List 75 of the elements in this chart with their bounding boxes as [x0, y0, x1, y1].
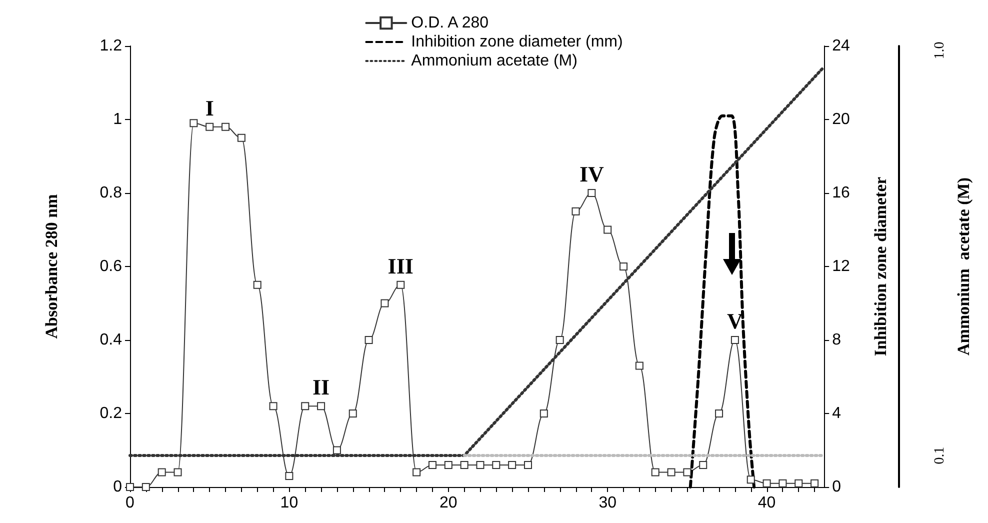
point — [730, 336, 739, 344]
y2-tick-label: 8 — [832, 332, 842, 348]
annotation: IV — [579, 162, 604, 186]
point — [301, 402, 310, 410]
annotation: I — [205, 95, 214, 120]
y2-tick-label: 20 — [832, 111, 850, 128]
point — [794, 479, 803, 488]
y2-tick-label: 0 — [832, 478, 842, 496]
legend-label: O.D. A 280 — [411, 14, 489, 32]
y3-tick-label: 0.1 — [932, 446, 948, 464]
point — [540, 410, 548, 418]
point — [285, 472, 294, 480]
point — [746, 476, 755, 484]
y3-axis-title: Ammonium acetate (M) — [954, 178, 973, 356]
point — [604, 226, 612, 234]
point — [237, 134, 246, 142]
annotation: V — [727, 308, 744, 334]
point — [683, 468, 692, 476]
point — [332, 446, 341, 454]
point — [222, 122, 230, 131]
point — [651, 468, 660, 476]
point — [508, 460, 516, 469]
point — [190, 119, 198, 128]
point — [810, 479, 819, 488]
point — [620, 262, 628, 270]
point — [269, 402, 278, 410]
point — [762, 479, 771, 488]
y2-tick-label: 12 — [832, 258, 850, 275]
point — [778, 479, 787, 488]
annotation: III — [388, 253, 414, 278]
y2-axis-title: Inhibition zone diameter — [871, 176, 890, 356]
y-tick-label: 0.6 — [100, 258, 122, 275]
legend-label: Ammonium acetate (M) — [411, 52, 578, 70]
x-tick-label: 30 — [598, 494, 617, 512]
y-tick-label: 0.8 — [100, 184, 122, 202]
point — [317, 402, 326, 410]
point — [206, 122, 214, 131]
point — [412, 468, 421, 476]
point — [396, 280, 405, 289]
x-tick-label: 40 — [758, 494, 776, 512]
point — [380, 299, 389, 308]
point — [635, 362, 644, 370]
point — [142, 483, 150, 491]
point — [556, 336, 564, 344]
y-axis-title: Absorbance 280 nm — [42, 194, 61, 339]
y-tick-label: 0.2 — [100, 405, 122, 422]
y-tick-label: 0 — [113, 478, 122, 496]
x-tick-label: 10 — [280, 494, 298, 512]
point — [158, 468, 166, 476]
point — [699, 460, 708, 469]
point — [667, 468, 676, 476]
point — [253, 280, 262, 289]
point — [444, 460, 452, 469]
point — [476, 460, 484, 469]
y-tick-label: 1 — [113, 111, 122, 128]
point — [348, 410, 357, 418]
point — [364, 336, 373, 344]
point — [428, 460, 436, 469]
point — [174, 468, 182, 476]
point — [588, 189, 596, 197]
legend-label: Inhibition zone diameter (mm) — [411, 34, 623, 50]
y3-tick-label: 1.0 — [932, 42, 948, 60]
point — [715, 410, 724, 418]
y-tick-label: 1.2 — [100, 38, 122, 54]
x-tick-label: 20 — [439, 494, 458, 512]
point — [572, 207, 580, 216]
y2-tick-label: 16 — [832, 184, 850, 202]
y2-tick-label: 24 — [832, 38, 850, 54]
point — [460, 460, 468, 469]
point — [524, 460, 532, 469]
point — [492, 460, 500, 469]
x-tick-label: 0 — [126, 494, 135, 512]
y2-tick-label: 4 — [832, 405, 842, 422]
annotation: II — [312, 374, 330, 400]
y-tick-label: 0.4 — [100, 332, 122, 348]
